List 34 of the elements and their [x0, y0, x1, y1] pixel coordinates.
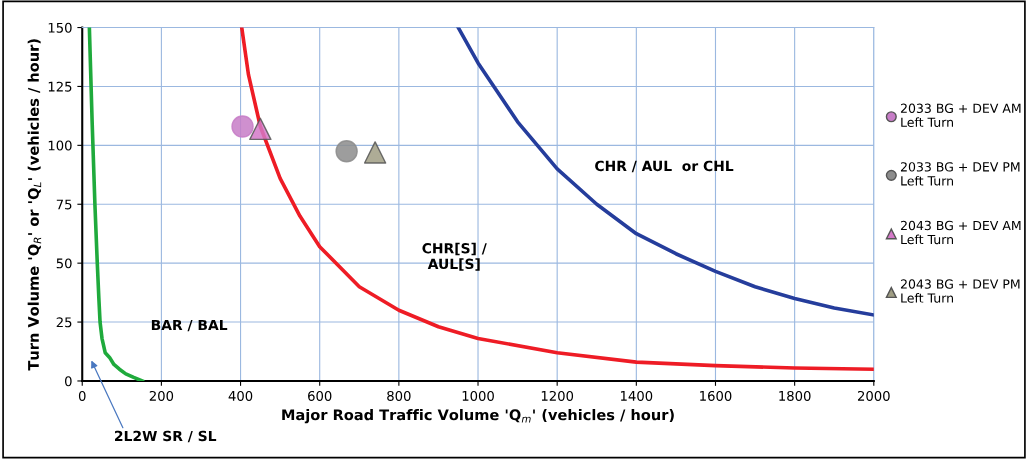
point	[335, 140, 358, 163]
x-tick-label: 0	[78, 390, 86, 401]
x-tick-label: 1000	[462, 390, 494, 401]
annotation: CHR[S] / AUL[S]	[422, 242, 487, 271]
line-series	[239, 27, 874, 371]
y-axis-title: Turn Volume 'Q$_{R}$' or 'Q$_{L}$' (vehicles / hour)	[27, 39, 42, 371]
x-tick-label: 1400	[620, 390, 653, 401]
x-tick-label: 400	[228, 390, 253, 401]
y-tick-label: 100	[48, 140, 72, 151]
legend-label: 2043 BG + DEV AM Left Turn	[900, 220, 1021, 245]
y-tick-label: 75	[56, 199, 72, 210]
legend-label: 2033 BG + DEV PM Left Turn	[900, 162, 1020, 186]
legend-label: 2033 BG + DEV AM Left Turn	[900, 103, 1021, 127]
annotation: CHR / AUL or CHL	[595, 160, 734, 173]
y-tick-label: 25	[56, 317, 72, 328]
line-series	[87, 27, 145, 381]
y-tick-label: 125	[48, 81, 72, 92]
x-tick-label: 1200	[541, 390, 574, 401]
x-tick-label: 800	[387, 390, 411, 401]
y-tick-label: 150	[48, 22, 72, 33]
point	[363, 141, 387, 164]
x-tick-label: 1600	[700, 390, 732, 401]
x-tick-label: 2000	[857, 390, 890, 401]
point	[249, 117, 272, 141]
x-tick-label: 1800	[779, 390, 811, 401]
legend-label: 2043 BG + DEV PM Left Turn	[900, 279, 1020, 303]
text: 2L2W SR / SL	[115, 430, 217, 443]
x-tick-label: 200	[149, 390, 174, 401]
x-axis-title: Major Road Traffic Volume 'Q$_{m}$' (vehicles / hour)	[282, 409, 674, 424]
y-tick-label: 0	[64, 376, 72, 387]
point	[231, 115, 254, 138]
x-tick-label: 600	[308, 390, 332, 401]
annotation: BAR / BAL	[151, 319, 228, 332]
y-tick-label: 50	[56, 258, 72, 269]
